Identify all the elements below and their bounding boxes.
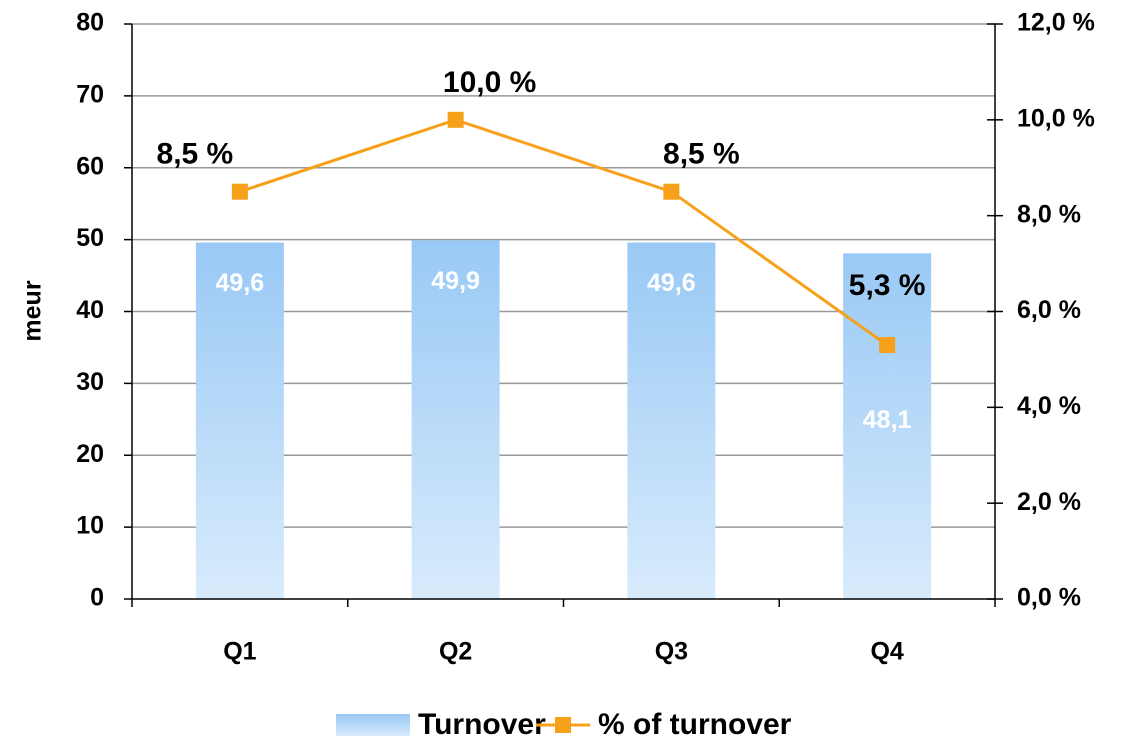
legend-swatch: [336, 714, 410, 736]
bar-value-label: 48,1: [863, 406, 912, 434]
legend-label: Turnover: [418, 708, 546, 741]
line-marker: [231, 183, 248, 200]
line-value-label: 8,5 %: [663, 138, 740, 171]
y-tick-label: 0: [90, 584, 104, 612]
y-tick-label: 10: [76, 512, 104, 540]
y-axis-label: meur: [19, 280, 47, 341]
legend-swatch: [555, 717, 571, 733]
y-tick-label: 50: [76, 224, 104, 252]
line-value-label: 5,3 %: [849, 269, 926, 302]
y-tick-label: 40: [76, 296, 104, 324]
y2-tick-label: 4,0 %: [1017, 392, 1081, 420]
bar: [627, 242, 716, 599]
y-tick-label: 30: [76, 368, 104, 396]
y2-tick-label: 2,0 %: [1017, 488, 1081, 516]
bar-value-label: 49,6: [216, 269, 265, 297]
y2-tick-label: 12,0 %: [1017, 9, 1095, 37]
line: [239, 118, 888, 347]
x-tick-label: Q4: [870, 638, 903, 666]
line-marker: [663, 183, 680, 200]
y-tick-label: 20: [76, 440, 104, 468]
bar: [843, 253, 932, 599]
y-tick-label: 80: [76, 9, 104, 37]
y2-tick-label: 8,0 %: [1017, 200, 1081, 228]
x-tick-label: Q2: [439, 638, 472, 666]
bar: [411, 240, 500, 599]
line-marker: [879, 337, 896, 354]
line-value-label: 8,5 %: [157, 138, 234, 171]
x-tick-label: Q3: [655, 638, 688, 666]
y2-tick-label: 10,0 %: [1017, 104, 1095, 132]
bar: [195, 242, 284, 599]
line-value-label: 10,0 %: [443, 66, 536, 99]
y-tick-label: 60: [76, 152, 104, 180]
legend-label: % of turnover: [598, 708, 792, 741]
bar-value-label: 49,6: [647, 269, 696, 297]
y2-tick-label: 6,0 %: [1017, 296, 1081, 324]
bar-value-label: 49,9: [431, 267, 480, 295]
line-marker: [447, 111, 464, 128]
y2-tick-label: 0,0 %: [1017, 584, 1081, 612]
x-tick-label: Q1: [223, 638, 256, 666]
y-tick-label: 70: [76, 80, 104, 108]
